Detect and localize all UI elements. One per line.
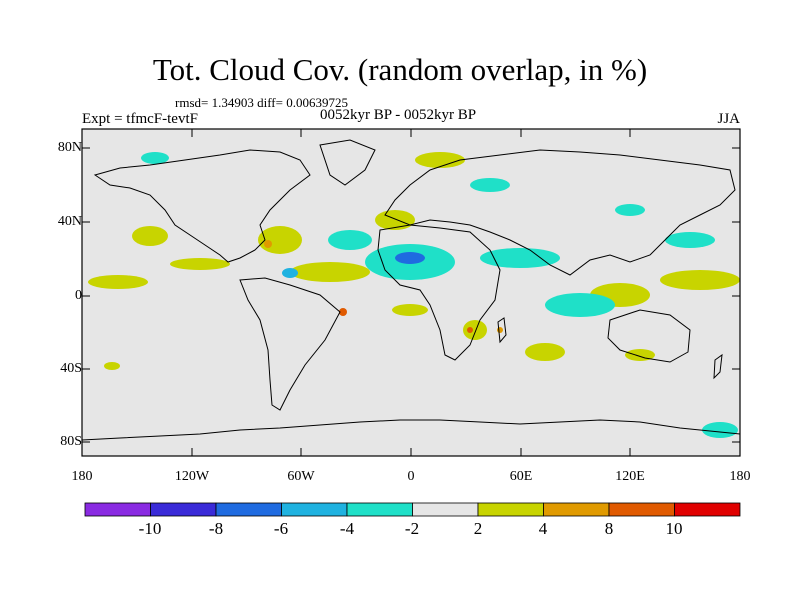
colorbar-label: -2	[404, 519, 420, 538]
anomaly-patch	[467, 327, 473, 333]
lon-label-60e: 60E	[509, 469, 533, 484]
experiment-label: Expt = tfmcF-tevtF	[82, 111, 198, 127]
anomaly-patch	[395, 252, 425, 264]
anomaly-patches	[88, 152, 740, 438]
lon-label-0: 0	[407, 469, 415, 484]
anomaly-patch	[328, 230, 372, 250]
lat-label-40n: 40N	[57, 214, 82, 229]
colorbar-label: 10	[665, 519, 683, 538]
anomaly-patch	[264, 240, 272, 248]
lat-label-80n: 80N	[57, 140, 82, 155]
lon-label-60w: 60W	[287, 469, 315, 484]
anomaly-patch	[104, 362, 120, 370]
season-label: JJA	[717, 111, 740, 127]
anomaly-patch	[660, 270, 740, 290]
colorbar-swatch	[543, 502, 610, 517]
lon-label-120e: 120E	[615, 469, 645, 484]
anomaly-patch	[170, 258, 230, 270]
anomaly-patch	[282, 268, 298, 278]
anomaly-patch	[463, 320, 487, 340]
anomaly-patch	[339, 308, 347, 316]
colorbar-swatch	[477, 502, 544, 517]
anomaly-patch	[480, 248, 560, 268]
anomaly-patch	[497, 327, 503, 333]
colorbar-label: -4	[339, 519, 355, 538]
anomaly-patch	[525, 343, 565, 361]
colorbar-swatch	[412, 502, 479, 517]
colorbar-label: 2	[473, 519, 483, 538]
lat-label-80s: 80S	[60, 434, 82, 449]
stats-line: rmsd= 1.34903 diff= 0.00639725	[175, 95, 348, 110]
colorbar-swatch	[84, 502, 151, 517]
anomaly-patch	[290, 262, 370, 282]
colorbar-label: 4	[538, 519, 548, 538]
lat-label-0: 0	[75, 288, 82, 303]
lon-label-120w: 120W	[174, 469, 210, 484]
colorbar-swatch	[608, 502, 675, 517]
anomaly-patch	[141, 152, 169, 164]
period-label: 0052kyr BP - 0052kyr BP	[320, 107, 477, 123]
coastlines	[81, 139, 741, 441]
colorbar	[84, 502, 741, 517]
colorbar-swatch	[215, 502, 282, 517]
colorbar-label: -10	[138, 519, 162, 538]
colorbar-swatch	[150, 502, 217, 517]
colorbar-swatch	[674, 502, 741, 517]
anomaly-patch	[392, 304, 428, 316]
lat-label-40s: 40S	[60, 361, 82, 376]
anomaly-patch	[665, 232, 715, 248]
anomaly-patch	[615, 204, 645, 216]
colorbar-label: -6	[273, 519, 289, 538]
anomaly-patch	[132, 226, 168, 246]
anomaly-patch	[88, 275, 148, 289]
anomaly-patch	[415, 152, 465, 168]
anomaly-patch	[702, 422, 738, 438]
anomaly-patch	[470, 178, 510, 192]
lon-label-180e: 180	[729, 469, 751, 484]
axis-ticks	[82, 129, 740, 456]
lon-label-180w: 180	[71, 469, 93, 484]
colorbar-label: -8	[208, 519, 224, 538]
anomaly-patch	[545, 293, 615, 317]
colorbar-swatch	[281, 502, 348, 517]
colorbar-swatch	[346, 502, 413, 517]
map-title: Tot. Cloud Cov. (random overlap, in %)	[152, 52, 648, 87]
colorbar-label: 8	[604, 519, 614, 538]
